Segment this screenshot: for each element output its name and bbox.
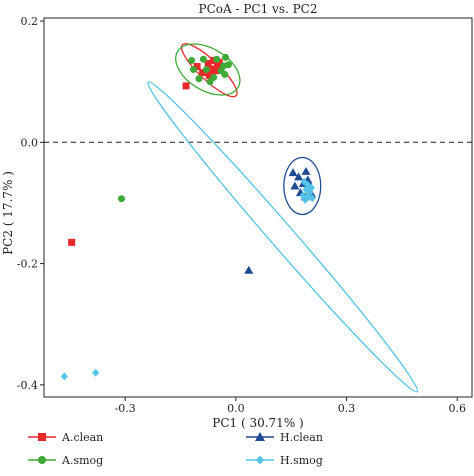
a-clean-point: [215, 58, 223, 66]
a-smog-point: [222, 53, 230, 61]
a-smog-point: [210, 73, 218, 81]
plot-area: [44, 43, 472, 393]
legend: A.clean A.smog H.clean H.smog: [28, 431, 323, 467]
a-smog-point: [221, 70, 229, 78]
h-smog-point: [92, 368, 100, 377]
plot-frame: [43, 17, 473, 398]
x-tick-label: 0.0: [227, 402, 245, 415]
a-smog-point: [195, 75, 203, 83]
h-smog-point: [299, 191, 307, 200]
x-tick-label: 0.3: [338, 402, 356, 415]
legend-label: A.smog: [61, 454, 103, 467]
legend-marker: [255, 432, 265, 441]
a-clean-point: [68, 238, 76, 246]
legend-label: H.clean: [280, 431, 323, 444]
legend-label: H.smog: [280, 454, 323, 467]
a-clean-point: [212, 67, 220, 75]
a-smog-confidence-ellipse: [175, 43, 241, 96]
a-clean-point: [207, 65, 215, 73]
h-clean-point: [288, 168, 298, 177]
y-tick-label: 0.2: [21, 15, 39, 28]
a-clean-point: [182, 82, 190, 90]
h-clean-point: [290, 181, 300, 190]
y-tick-label: 0.0: [21, 136, 39, 149]
a-clean-point: [205, 72, 213, 80]
h-smog-point: [308, 194, 316, 203]
y-tick-label: -0.4: [17, 379, 38, 392]
h-clean-point: [244, 265, 254, 274]
legend-marker: [38, 456, 46, 464]
y-tick-label: -0.2: [17, 258, 38, 271]
a-smog-point: [117, 195, 125, 203]
a-clean-point: [193, 63, 201, 71]
legend-marker: [38, 433, 46, 441]
a-clean-point: [199, 69, 207, 77]
a-smog-point: [202, 66, 210, 74]
legend-label: A.clean: [61, 431, 103, 444]
a-smog-point: [189, 66, 197, 74]
h-clean-point: [294, 172, 304, 181]
x-tick-label: -0.3: [115, 402, 136, 415]
h-clean-point: [301, 166, 311, 175]
a-smog-point: [199, 55, 207, 63]
x-axis-label: PC1 ( 30.71% ): [212, 416, 303, 430]
chart-title: PCoA - PC1 vs. PC2: [199, 2, 318, 16]
h-smog-confidence-ellipse: [147, 81, 419, 393]
a-smog-point: [220, 62, 228, 70]
h-smog-point: [308, 183, 315, 192]
y-axis-label: PC2 ( 17.7% ): [1, 171, 15, 255]
h-clean-confidence-ellipse: [283, 156, 322, 216]
axes: -0.3 0.0 0.3 0.6 -0.4 -0.2 0.0 0.2: [17, 15, 473, 415]
legend-marker: [256, 455, 264, 465]
a-smog-point: [213, 55, 221, 63]
a-clean-point: [204, 59, 212, 67]
a-smog-point: [188, 56, 196, 64]
h-smog-point: [60, 372, 68, 381]
x-tick-label: 0.6: [448, 402, 466, 415]
